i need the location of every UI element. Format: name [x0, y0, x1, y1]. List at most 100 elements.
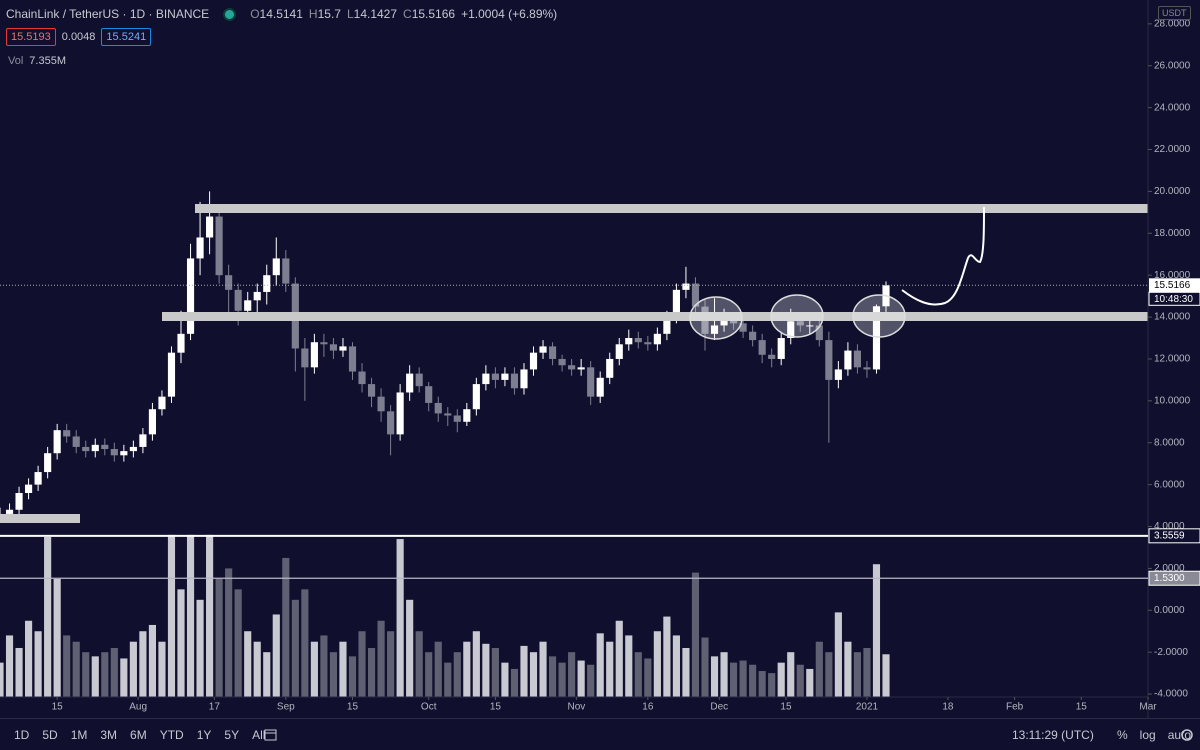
volume-bar [844, 641, 852, 697]
volume-bar [415, 631, 423, 697]
spread: 0.0048 [61, 31, 96, 43]
candle-body [520, 369, 528, 389]
volume-bar [691, 572, 700, 697]
volume-bar [768, 673, 776, 697]
volume-bar [425, 652, 433, 697]
volume-bar [501, 662, 509, 697]
y-tick-label: 14.0000 [1154, 312, 1191, 323]
ohlc-letter: O [250, 7, 260, 21]
volume-bar [72, 641, 80, 697]
volume-bar [44, 536, 52, 697]
countdown-label: 10:48:30 [1154, 294, 1193, 305]
volume-bar [406, 599, 414, 697]
volume-bar [396, 539, 404, 697]
countdown-tag [1148, 291, 1200, 306]
range-button[interactable]: 3M [100, 728, 118, 742]
x-tick-label: 18 [942, 702, 954, 713]
projection-sketch [901, 206, 985, 306]
candle-body [53, 430, 61, 454]
volume-bar [129, 641, 137, 697]
volume-bar [291, 599, 299, 697]
retest-circle [852, 294, 906, 338]
volume-bar [520, 645, 528, 697]
volume-bar [539, 641, 547, 697]
volume-bar [796, 664, 804, 697]
candle-body [844, 350, 852, 370]
x-tick-label: Dec [710, 702, 728, 713]
volume-bar [625, 635, 633, 697]
clock[interactable]: 13:11:29 (UTC) [1012, 728, 1094, 742]
candle-body [577, 367, 585, 370]
scale-option[interactable]: auto [1167, 728, 1192, 742]
candle-body [739, 323, 747, 332]
volume-bar [5, 635, 14, 697]
volume-bar [101, 652, 109, 697]
volume-bar [63, 635, 71, 697]
y-tick-label: 18.0000 [1154, 228, 1191, 239]
range-button[interactable]: 5Y [224, 728, 240, 742]
volume-bar [196, 599, 204, 697]
volume-bar [167, 534, 176, 697]
y-tick-label: 6.0000 [1154, 479, 1185, 490]
scale-option[interactable]: log [1139, 728, 1156, 742]
volume-bar [320, 635, 328, 697]
level-tag [1148, 570, 1200, 586]
bid[interactable]: 15.5193 [6, 28, 56, 46]
candle-body [615, 344, 623, 359]
volume-bar [434, 641, 442, 697]
candle-body [44, 453, 52, 473]
ohlc-value: 15.7 [317, 7, 341, 21]
candle-body [815, 325, 823, 341]
range-button[interactable]: All [252, 728, 266, 742]
volume-bar [730, 662, 738, 697]
candle-body [425, 386, 433, 403]
marks-layer [0, 191, 890, 697]
volume-bar [853, 652, 861, 697]
level-label: 1.5300 [1154, 573, 1185, 584]
volume-bar [701, 637, 709, 697]
candle-body [387, 411, 395, 435]
y-tick-label: 28.0000 [1154, 18, 1191, 29]
x-tick-label: 15 [347, 702, 359, 713]
x-tick-label: Oct [421, 702, 437, 713]
volume-bar [272, 614, 280, 697]
last-price-tag [1149, 278, 1200, 293]
volume-bar [139, 631, 147, 697]
resistance-zone [195, 204, 1148, 213]
range-buttons: 1D 5D 1M 3M 6M YTD 1Y 5Y All [14, 728, 265, 742]
candle-body [796, 321, 804, 326]
candle-body [396, 392, 404, 435]
volume-bar [348, 656, 357, 697]
volume-bar [377, 620, 385, 697]
volume-bar [472, 631, 480, 697]
ohlc-value: 14.1427 [353, 7, 398, 21]
volume-bar [301, 589, 309, 697]
volume-bar [672, 635, 680, 697]
range-button[interactable]: 6M [130, 728, 147, 742]
range-button[interactable]: 1D [14, 728, 30, 742]
range-button[interactable]: YTD [159, 728, 184, 742]
ask[interactable]: 15.5241 [101, 28, 152, 46]
volume-bar [491, 647, 499, 697]
y-tick-label: -2.0000 [1154, 647, 1188, 658]
range-button[interactable]: 1Y [196, 728, 212, 742]
volume-bar [882, 654, 890, 697]
volume-bar [82, 652, 90, 697]
range-button[interactable]: 5D [42, 728, 58, 742]
settings-icon[interactable] [1180, 728, 1194, 742]
volume-bar [177, 589, 185, 697]
candle-body [491, 373, 499, 380]
scale-option[interactable]: % [1117, 728, 1128, 742]
candle-body [186, 258, 195, 334]
candle-body [196, 237, 204, 259]
candle-body [825, 340, 833, 380]
bid-ask[interactable]: 15.5193 0.0048 15.5241 [6, 28, 152, 46]
volume-bar [548, 656, 557, 697]
range-button[interactable]: 1M [70, 728, 88, 742]
gear [1181, 729, 1193, 741]
candle-body [329, 344, 338, 351]
date-range-icon[interactable] [264, 728, 278, 742]
candle-body [653, 333, 661, 345]
candle-body [710, 325, 719, 334]
candle-body [606, 358, 614, 378]
